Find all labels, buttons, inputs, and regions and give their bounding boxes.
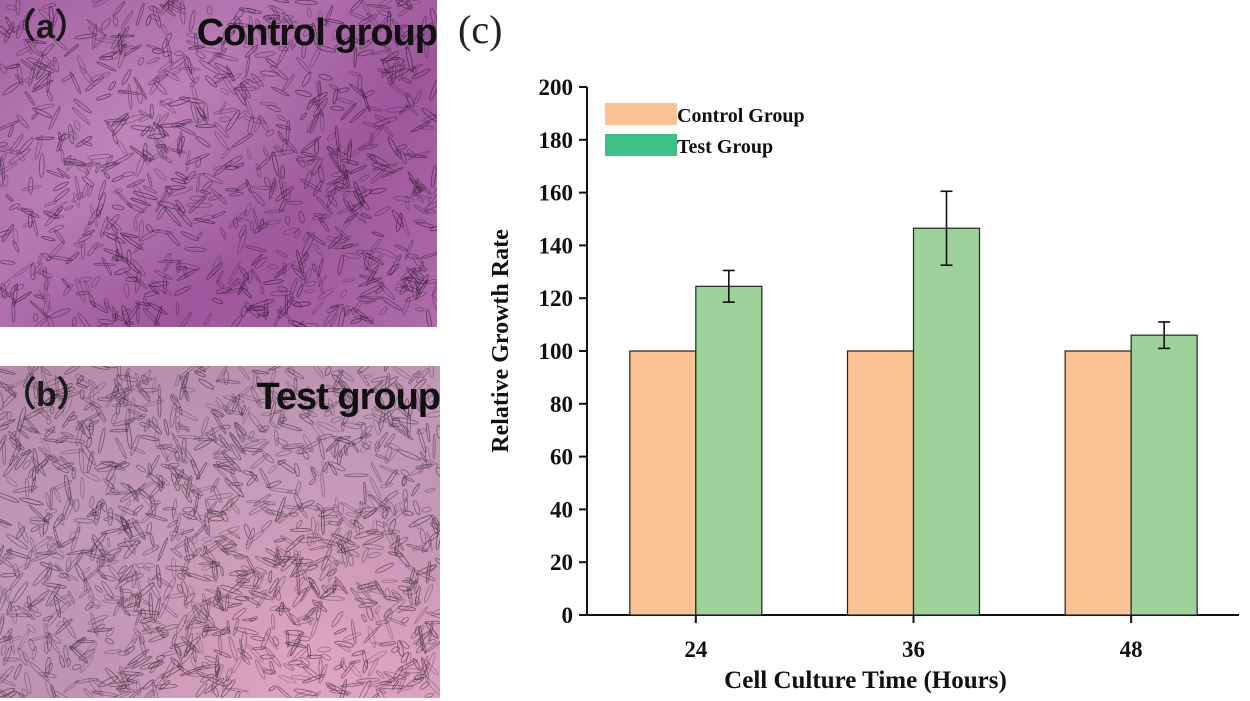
legend-swatch-test	[605, 134, 677, 156]
panel-a-letter: （a）	[2, 8, 89, 46]
chart-bars	[629, 190, 1198, 616]
y-tick-label: 120	[539, 286, 574, 311]
y-tick-label: 180	[539, 128, 574, 153]
x-tick-label: 36	[902, 637, 925, 662]
bar-test-24	[695, 285, 763, 616]
y-tick-label: 80	[550, 392, 573, 417]
control-group-micrograph: （a） Control group	[0, 0, 437, 327]
x-tick-label: 48	[1120, 637, 1143, 662]
bar-test-36	[912, 227, 981, 616]
y-tick-label: 140	[539, 233, 574, 258]
y-tick-label: 40	[550, 497, 573, 522]
y-tick-label: 0	[562, 603, 574, 628]
legend-swatch-control	[605, 103, 677, 125]
y-tick-label: 200	[539, 75, 574, 100]
y-axis-title: Relative Growth Rate	[488, 229, 514, 453]
panel-b-letter: （b）	[2, 376, 91, 414]
control-group-label: Control group	[196, 12, 437, 54]
panel-c-letter: (c)	[458, 7, 503, 52]
test-cells-texture	[0, 366, 440, 698]
legend-label-test: Test Group	[677, 136, 773, 158]
control-cells-texture	[0, 0, 437, 327]
y-tick-label: 20	[550, 550, 573, 575]
bar-control-36	[846, 350, 915, 616]
growth-rate-bar-chart: 0 20 40 60 80 100 120 140 160 180 200 24 36 48 Contro…	[488, 75, 1239, 694]
x-axis-title: Cell Culture Time (Hours)	[724, 667, 1007, 694]
bar-control-24	[629, 350, 697, 616]
y-tick-label: 160	[539, 181, 574, 206]
test-group-micrograph: （b） Test group	[0, 366, 440, 698]
x-tick-label: 24	[684, 637, 708, 662]
y-tick-label: 100	[539, 339, 574, 364]
bar-control-48	[1064, 350, 1132, 616]
test-group-label: Test group	[256, 376, 440, 418]
y-tick-label: 60	[550, 445, 573, 470]
bar-test-48	[1130, 334, 1198, 616]
chart-legend: Control Group Test Group	[605, 103, 805, 158]
legend-label-control: Control Group	[677, 105, 805, 127]
chart-axes: 0 20 40 60 80 100 120 140 160 180 200 24 36 48	[539, 75, 1239, 662]
